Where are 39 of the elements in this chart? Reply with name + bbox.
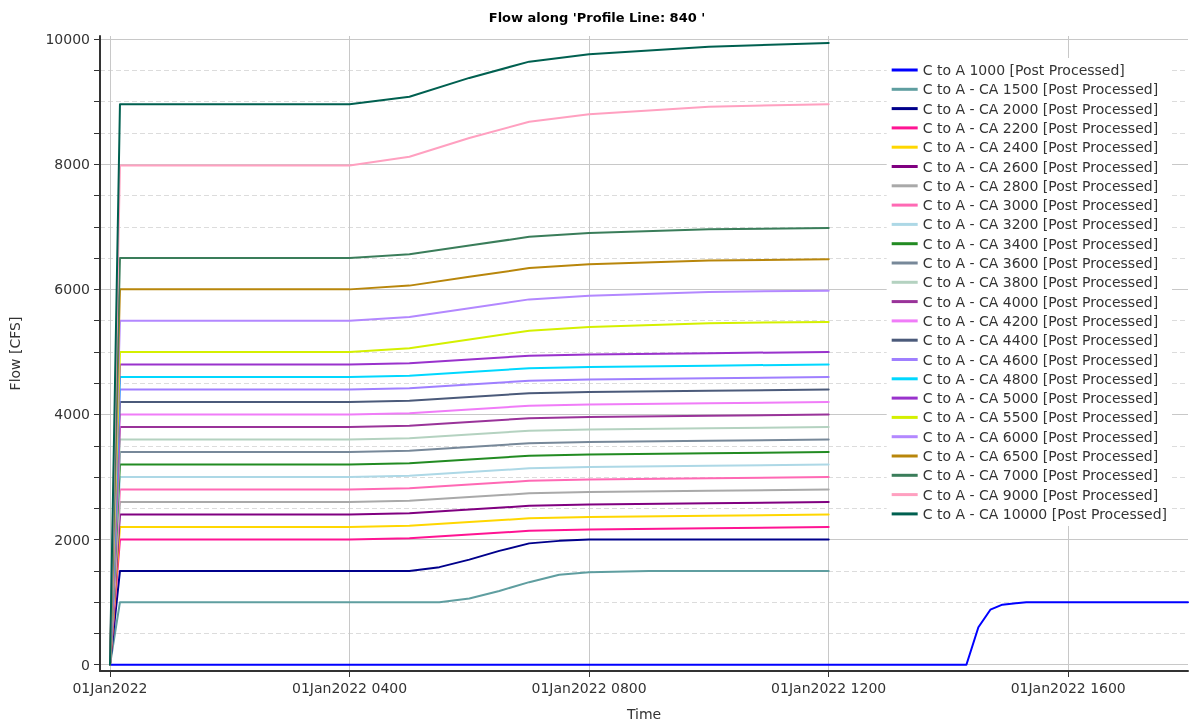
legend-label: C to A - CA 2600 [Post Processed] [922, 158, 1159, 175]
legend-label: C to A - CA 5500 [Post Processed] [922, 409, 1159, 426]
legend-label: C to A - CA 6500 [Post Processed] [922, 448, 1159, 464]
legend-label: C to A - CA 2200 [Post Processed] [922, 119, 1159, 136]
legend-label: C to A - CA 3800 [Post Processed] [922, 274, 1159, 291]
legend-label: C to A - CA 10000 [Post Processed] [922, 505, 1167, 522]
legend-label: C to A - CA 6000 [Post Processed] [922, 428, 1159, 445]
legend-label: C to A - CA 4400 [Post Processed] [922, 332, 1159, 349]
legend-label: C to A - CA 1500 [Post Processed] [922, 81, 1159, 98]
y-tick-label: 6000 [54, 281, 90, 298]
chart-title: Flow along 'Profile Line: 840 ' [488, 10, 706, 25]
x-tick-label: 01Jan2022 0800 [531, 680, 647, 696]
y-tick-label: 8000 [54, 156, 90, 173]
y-tick-label: 0 [81, 656, 90, 673]
x-tick-label: 01Jan2022 1600 [1010, 680, 1126, 696]
legend-label: C to A - CA 3400 [Post Processed] [922, 235, 1159, 252]
legend-label: C to A - CA 2000 [Post Processed] [922, 100, 1159, 117]
x-tick-label: 01Jan2022 [72, 680, 148, 696]
legend-label: C to A - CA 9000 [Post Processed] [922, 486, 1159, 503]
line-series [108, 601, 1189, 666]
legend-label: C to A - CA 4000 [Post Processed] [922, 293, 1159, 310]
x-tick-label: 01Jan2022 1200 [771, 680, 887, 696]
legend-label: C to A - CA 7000 [Post Processed] [922, 467, 1159, 484]
y-tick-label: 4000 [54, 406, 90, 423]
legend-label: C to A - CA 4600 [Post Processed] [922, 351, 1159, 368]
legend-label: C to A - CA 3600 [Post Processed] [922, 255, 1159, 271]
legend-label: C to A - CA 4800 [Post Processed] [922, 370, 1159, 387]
legend-label: C to A 1000 [Post Processed] [922, 62, 1125, 78]
legend-label: C to A - CA 4200 [Post Processed] [922, 312, 1159, 329]
y-axis-title: Flow [CFS] [7, 316, 23, 391]
legend-label: C to A - CA 3000 [Post Processed] [922, 197, 1159, 214]
legend-label: C to A - CA 5000 [Post Processed] [922, 390, 1159, 407]
legend-label: C to A - CA 2800 [Post Processed] [922, 177, 1159, 194]
legend-label: C to A - CA 2400 [Post Processed] [922, 139, 1159, 156]
x-tick-label: 01Jan2022 0400 [291, 680, 408, 696]
x-axis-title: Time [625, 706, 662, 722]
legend-label: C to A - CA 3200 [Post Processed] [922, 216, 1159, 233]
y-tick-label: 10000 [45, 31, 90, 48]
y-tick-label: 2000 [54, 531, 90, 548]
